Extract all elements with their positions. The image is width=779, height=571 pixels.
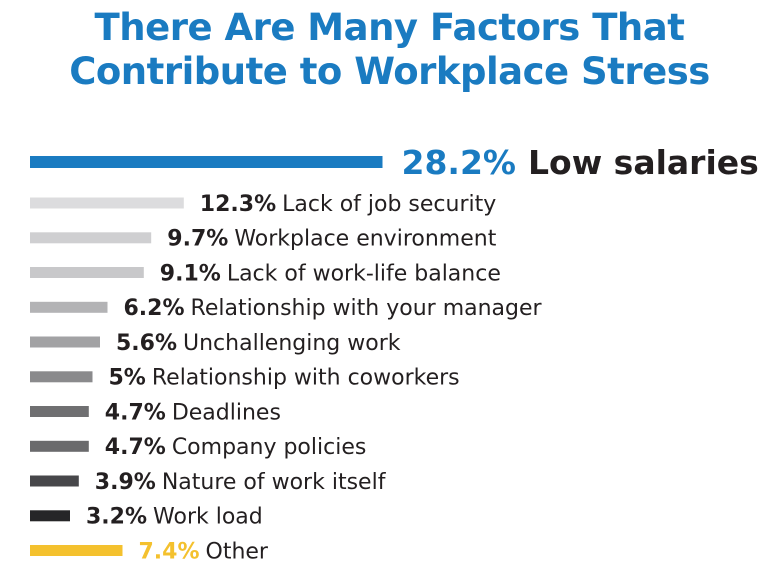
bar-lack-of-work-life-balance xyxy=(30,267,144,278)
category-label-low-salaries: Low salaries xyxy=(528,143,759,182)
bar-label-unchallenging-work: 5.6% Unchallenging work xyxy=(116,331,401,356)
category-label-deadlines: Deadlines xyxy=(172,400,281,425)
category-label-other: Other xyxy=(206,539,269,564)
bar-company-policies xyxy=(30,440,89,452)
category-label-nature-of-work-itself: Nature of work itself xyxy=(162,470,387,495)
category-label-unchallenging-work: Unchallenging work xyxy=(183,331,401,356)
bar-lack-of-job-security xyxy=(30,197,184,209)
chart-title-line-2: Contribute to Workplace Stress xyxy=(69,50,710,93)
value-label-company-policies: 4.7% xyxy=(105,435,166,460)
bar-label-relationship-with-your-manager: 6.2% Relationship with your manager xyxy=(124,296,543,321)
bar-label-lack-of-work-life-balance: 9.1% Lack of work-life balance xyxy=(160,261,501,286)
value-label-lack-of-job-security: 12.3% xyxy=(200,192,276,217)
bar-other xyxy=(30,545,123,556)
bar-label-nature-of-work-itself: 3.9% Nature of work itself xyxy=(95,470,387,495)
chart-title: There Are Many Factors That Contribute t… xyxy=(0,6,779,94)
bar-deadlines xyxy=(30,406,89,417)
category-label-work-load: Work load xyxy=(153,505,263,530)
bar-label-company-policies: 4.7% Company policies xyxy=(105,435,367,460)
category-label-relationship-with-coworkers: Relationship with coworkers xyxy=(152,366,460,391)
bar-label-relationship-with-coworkers: 5% Relationship with coworkers xyxy=(109,366,460,391)
bar-workplace-environment xyxy=(30,232,152,244)
bar-label-low-salaries: 28.2% Low salaries xyxy=(402,143,759,182)
chart-title-line-1: There Are Many Factors That xyxy=(94,6,685,49)
value-label-relationship-with-your-manager: 6.2% xyxy=(124,296,185,321)
value-label-deadlines: 4.7% xyxy=(105,400,166,425)
bar-nature-of-work-itself xyxy=(30,475,79,487)
value-label-other: 7.4% xyxy=(139,539,200,564)
value-label-relationship-with-coworkers: 5% xyxy=(109,366,146,391)
value-label-workplace-environment: 9.7% xyxy=(167,227,228,252)
value-label-unchallenging-work: 5.6% xyxy=(116,331,177,356)
bar-unchallenging-work xyxy=(30,336,100,348)
bar-relationship-with-coworkers xyxy=(30,371,93,383)
bar-label-other: 7.4% Other xyxy=(139,539,269,564)
category-label-workplace-environment: Workplace environment xyxy=(234,227,496,252)
bar-work-load xyxy=(30,510,70,522)
value-label-work-load: 3.2% xyxy=(86,505,147,530)
bar-label-work-load: 3.2% Work load xyxy=(86,505,263,530)
bar-label-workplace-environment: 9.7% Workplace environment xyxy=(167,227,496,252)
bar-label-deadlines: 4.7% Deadlines xyxy=(105,400,281,425)
category-label-relationship-with-your-manager: Relationship with your manager xyxy=(191,296,543,321)
value-label-low-salaries: 28.2% xyxy=(402,143,517,182)
value-label-nature-of-work-itself: 3.9% xyxy=(95,470,156,495)
category-label-lack-of-work-life-balance: Lack of work-life balance xyxy=(227,261,501,286)
bar-low-salaries xyxy=(30,156,383,168)
bar-label-lack-of-job-security: 12.3% Lack of job security xyxy=(200,192,496,217)
bar-relationship-with-your-manager xyxy=(30,301,108,313)
category-label-lack-of-job-security: Lack of job security xyxy=(282,192,496,217)
category-label-company-policies: Company policies xyxy=(172,435,367,460)
value-label-lack-of-work-life-balance: 9.1% xyxy=(160,261,221,286)
